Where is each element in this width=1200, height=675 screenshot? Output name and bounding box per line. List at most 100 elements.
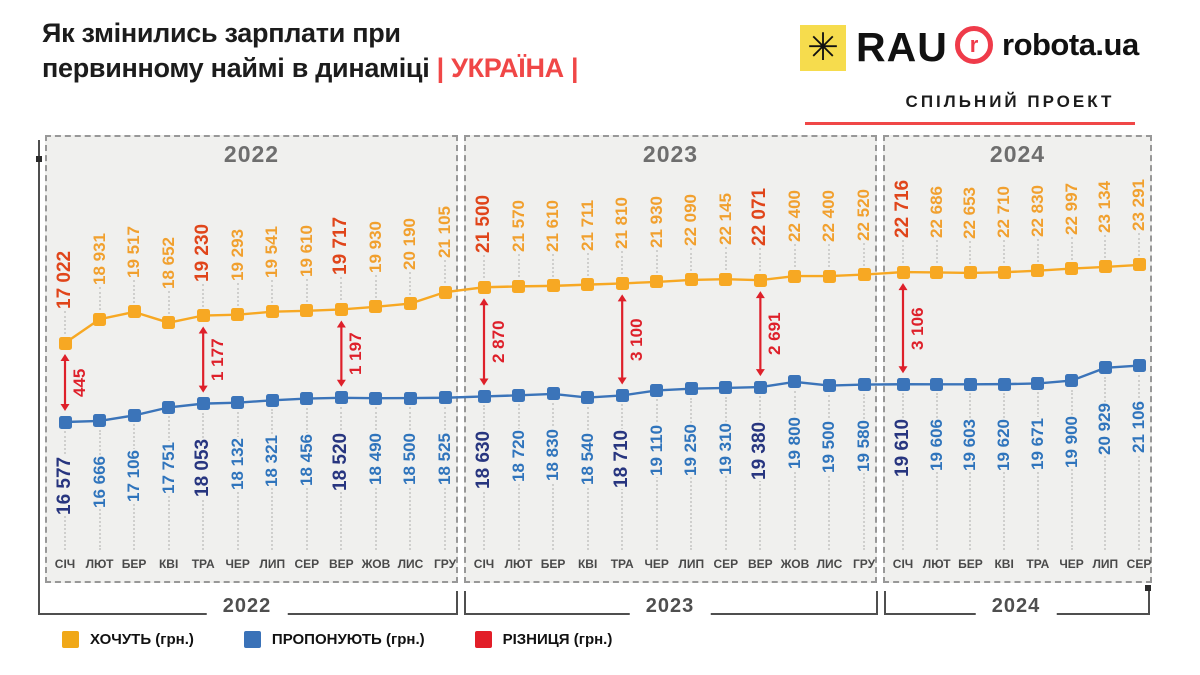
want-leader [1138, 232, 1140, 256]
month-label: СІЧ [473, 557, 495, 571]
offer-marker [650, 383, 664, 397]
want-marker [300, 304, 314, 318]
want-value-label: 22 400 [819, 190, 839, 243]
offer-value-label: 18 500 [400, 432, 420, 487]
want-leader [759, 248, 762, 272]
want-marker [1031, 264, 1045, 278]
want-leader [202, 283, 205, 307]
offer-value-label: 19 250 [681, 422, 701, 477]
want-marker [334, 302, 348, 316]
offer-value-label: 19 310 [715, 421, 735, 476]
year-bracket-label-2022: 2022 [206, 595, 288, 618]
want-value-label: 19 230 [192, 223, 214, 282]
year-bracket-tick [456, 591, 458, 615]
want-marker [546, 279, 560, 293]
want-leader [133, 279, 136, 303]
want-leader [167, 290, 170, 314]
diff-value-label: 1 197 [346, 332, 366, 376]
title-country: | УКРАЇНА | [436, 53, 579, 83]
month-label: БЕР [121, 557, 147, 571]
want-value-label: 22 090 [681, 193, 701, 246]
offer-value-label: 19 800 [784, 415, 804, 470]
offer-marker [788, 375, 802, 389]
year-bracket-tick [464, 591, 466, 615]
offer-value-label: 19 606 [926, 418, 946, 473]
want-value-label: 23 134 [1095, 180, 1115, 233]
offer-leader [793, 390, 796, 550]
want-value-label: 22 145 [715, 193, 735, 246]
offer-value-label: 18 630 [473, 430, 494, 491]
want-marker [58, 336, 72, 350]
month-label: КВІ [577, 557, 598, 571]
want-marker [615, 276, 629, 290]
want-value-label: 22 830 [1027, 184, 1047, 237]
month-label: СЕР [713, 557, 739, 571]
offer-value-label: 18 710 [611, 429, 633, 490]
want-marker [162, 316, 176, 330]
offer-marker [93, 414, 107, 428]
month-label: ГРУ [433, 557, 457, 571]
want-value-label: 19 293 [227, 228, 247, 281]
want-value-label: 23 291 [1129, 178, 1148, 231]
want-value-label: 21 711 [577, 199, 597, 251]
want-value-label: 22 400 [784, 190, 804, 243]
month-label: ЛИП [678, 557, 705, 571]
want-value-label: 21 610 [543, 199, 563, 252]
robota-logo: r robota.ua [955, 26, 1139, 64]
want-leader [517, 254, 520, 278]
want-value-label: 21 570 [508, 200, 528, 253]
rau-logo-text: RAU [856, 24, 948, 70]
rau-logo: ✳ RAU [800, 24, 948, 71]
month-label: СЕР [1126, 557, 1152, 571]
month-label: ТРА [610, 557, 634, 571]
want-value-label: 19 930 [365, 220, 385, 273]
want-leader [621, 251, 624, 275]
month-label: БЕР [540, 557, 566, 571]
offer-value-label: 20 929 [1095, 401, 1115, 456]
month-label: ЖОВ [780, 557, 810, 571]
want-marker [127, 305, 141, 319]
want-leader [690, 247, 693, 271]
month-label: ЛИП [259, 557, 286, 571]
offer-value-label: 17 106 [124, 449, 144, 504]
offer-marker [857, 378, 871, 392]
legend-label-offer: ПРОПОНУЮТЬ (грн.) [271, 631, 425, 648]
want-leader [586, 252, 589, 276]
offer-marker [997, 377, 1011, 391]
want-marker [719, 272, 733, 286]
joint-project-underline [805, 122, 1135, 125]
offer-marker [512, 388, 526, 402]
want-leader [340, 277, 343, 301]
offer-value-label: 19 603 [960, 418, 980, 473]
month-label: ЛИС [397, 557, 424, 571]
offer-marker [477, 389, 491, 403]
legend-swatch-diff [474, 631, 492, 648]
offer-value-label: 19 900 [1061, 414, 1081, 469]
month-label: КВІ [994, 557, 1014, 571]
month-label: ЛЮТ [504, 557, 533, 571]
offer-value-label: 19 380 [749, 420, 771, 482]
rau-star-icon: ✳ [800, 24, 846, 71]
title-line1: Як змінились зарплати при [42, 18, 401, 48]
offer-marker [753, 380, 767, 394]
want-marker [512, 279, 526, 293]
offer-value-label: 16 666 [89, 454, 109, 509]
month-label: ТРА [191, 557, 215, 571]
offer-marker [930, 377, 944, 391]
offer-marker [546, 387, 560, 401]
offer-value-label: 18 132 [227, 436, 247, 491]
title-line2: первинному наймі в динаміці [42, 53, 430, 83]
want-leader [305, 278, 308, 302]
want-leader [483, 255, 485, 279]
offer-marker [438, 391, 452, 405]
want-leader [409, 271, 412, 295]
want-value-label: 22 071 [749, 188, 771, 247]
diff-value-label: 3 106 [908, 307, 927, 350]
want-value-label: 21 500 [473, 195, 494, 254]
offer-marker [403, 391, 417, 405]
offer-leader [1138, 374, 1140, 550]
want-value-label: 18 931 [89, 233, 109, 286]
want-marker [1065, 262, 1079, 276]
offer-marker [581, 391, 595, 405]
